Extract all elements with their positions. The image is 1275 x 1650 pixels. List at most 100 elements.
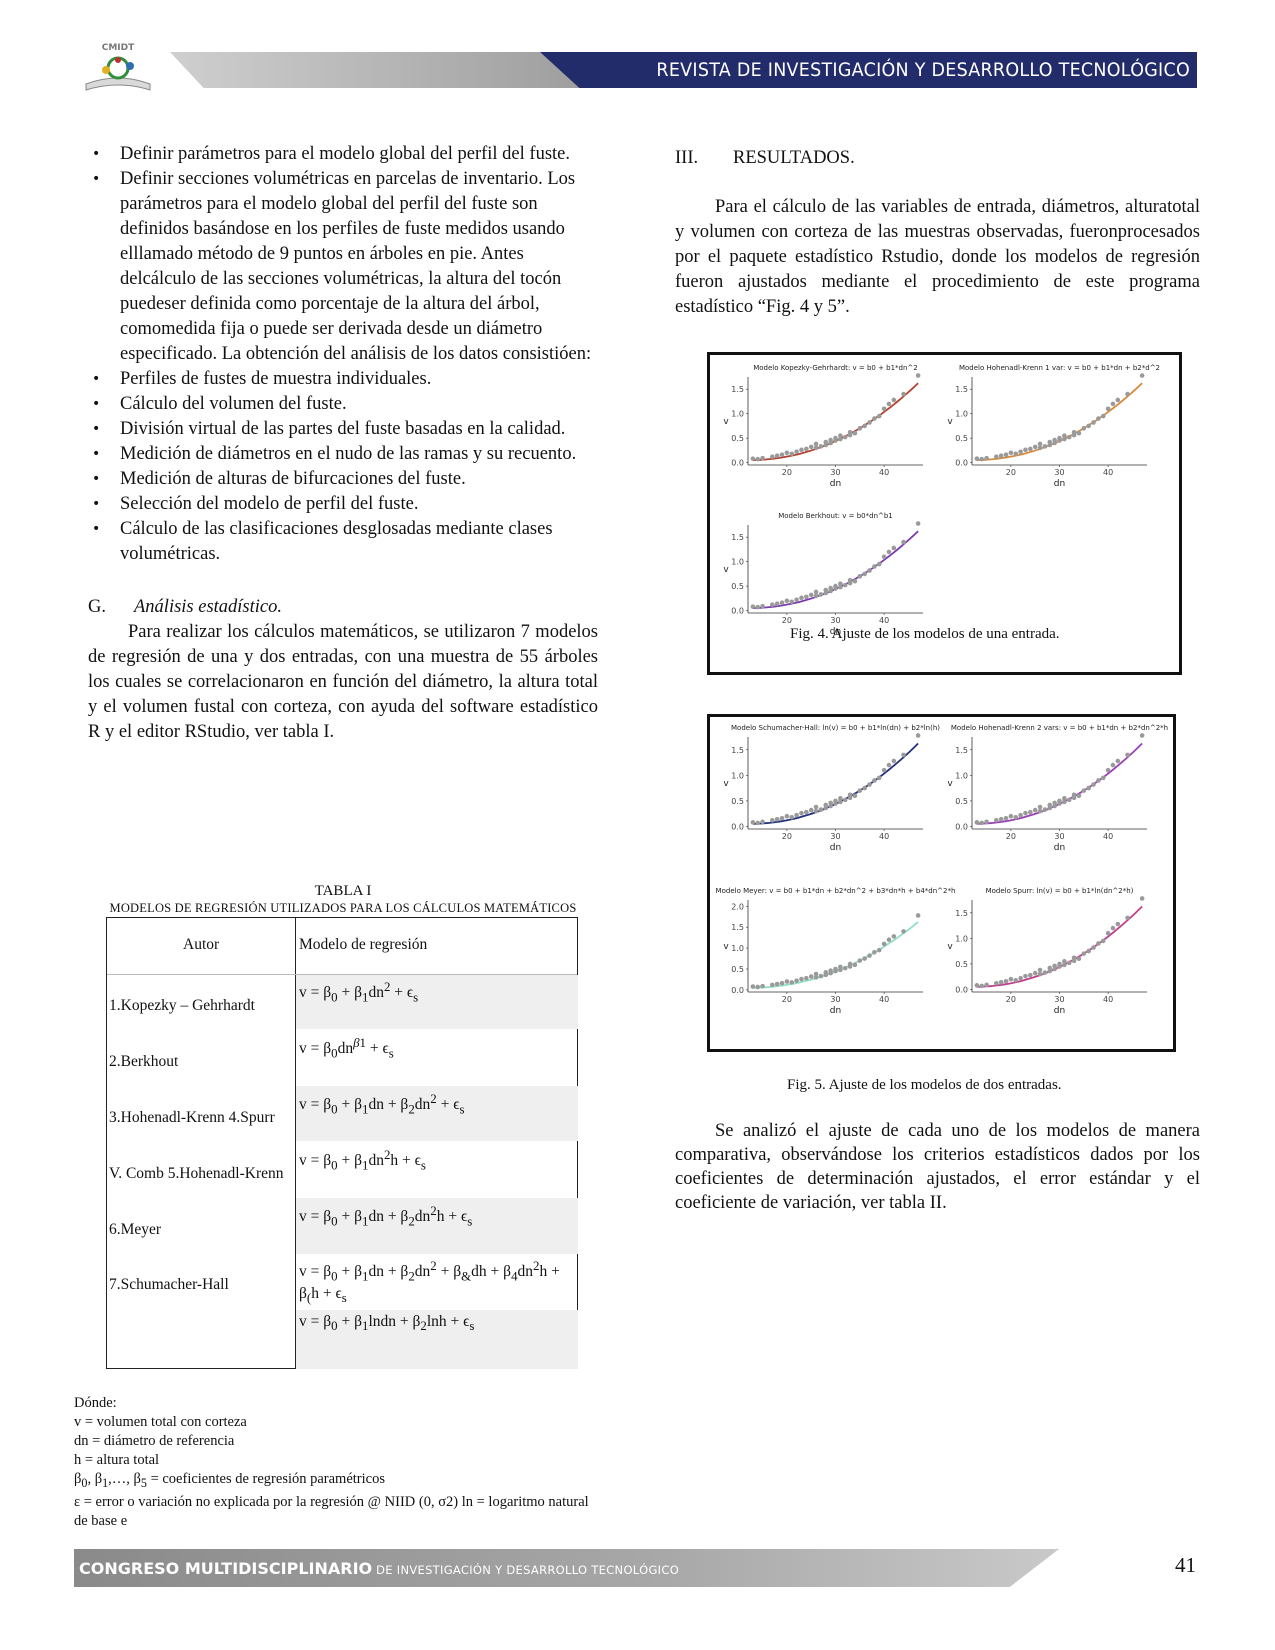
x-tick-label: 30 [1054,468,1064,477]
data-point [867,782,872,787]
data-point [862,423,867,429]
page-number: 41 [1175,1553,1196,1577]
data-point [784,813,790,819]
data-point [886,762,892,768]
data-point [1047,439,1053,445]
data-point [847,961,853,967]
x-axis-label: dn [830,627,841,637]
data-point [838,796,843,801]
data-point [1076,956,1082,962]
bullet-item: Cálculo del volumen del fuste. [92,392,598,417]
data-point [799,976,804,982]
data-point [770,602,775,607]
data-point [1091,420,1096,425]
data-point [779,815,785,821]
journal-title: REVISTA DE INVESTIGACIÓN Y DESARROLLO TE… [656,59,1190,81]
y-tick-label: 1.0 [731,558,744,567]
model-equation-4: v = β0 + β1dn2h + ϵs [299,1147,426,1173]
x-axis-label: dn [830,843,841,853]
x-axis-label: dn [1054,479,1065,489]
data-point [1081,788,1087,793]
data-point [886,937,892,943]
data-point [760,603,765,609]
data-point [891,934,897,939]
bullet-item: Medición de alturas de bifurcaciones del… [92,467,598,492]
header-blue-band [540,52,1197,88]
data-point [813,975,819,980]
data-point [915,733,921,738]
bullet-item: Cálculo de las clasificaciones desglosad… [92,517,598,567]
model-equation-2: v = β0dnβ1 + ϵs [299,1035,394,1061]
model-equation-1: v = β0 + β1dn2 + ϵs [299,979,419,1005]
notes-line: h = altura total [74,1452,160,1468]
data-point [886,401,892,407]
data-point [833,966,838,972]
data-point [770,982,775,988]
data-point [1062,796,1067,801]
x-tick-label: 40 [879,616,889,625]
data-point [808,807,814,813]
data-point [794,449,799,455]
data-point [1057,798,1062,804]
data-point [847,792,853,798]
data-point [808,444,814,450]
data-point [1062,433,1067,438]
data-point [755,820,761,826]
data-point [1037,971,1043,977]
data-point [794,597,799,603]
y-tick-label: 0.5 [731,582,744,591]
data-point [847,429,853,435]
footer-rest: DE INVESTIGACIÓN Y DESARROLLO TECNOLÓGIC… [372,1563,680,1577]
data-point [857,788,863,793]
cmidt-logo: CMIDT [85,43,151,91]
data-point [867,953,872,958]
data-point [872,564,877,569]
data-point [750,984,756,989]
data-point [1100,775,1106,781]
section-title-results: RESULTADOS. [733,148,855,168]
bullet-list-objectives: Definir parámetros para el modelo global… [88,142,598,367]
x-axis-label: dn [1054,1006,1065,1016]
data-point [1115,921,1121,927]
y-tick-label: 0.0 [955,459,968,468]
chart-panel: Modelo Hohenadl-Krenn 1 var: v = b0 + b1… [947,364,1160,489]
data-point [784,450,790,456]
data-point [784,979,790,984]
data-point [1071,429,1077,435]
data-point [813,971,819,977]
data-point [838,436,843,442]
data-point [770,818,775,823]
data-point [1018,449,1023,455]
data-point [1062,799,1067,805]
data-point [852,578,858,584]
data-point [974,456,980,461]
notes-title: Dónde: [74,1395,117,1411]
data-point [1100,938,1106,944]
data-point [1062,959,1067,964]
data-point [1052,800,1057,806]
notes-line: dn = diámetro de referencia [74,1433,235,1449]
chart-panel: Modelo Hohenadl-Krenn 2 vars: v = b0 + b… [947,724,1168,853]
bullet-item: Medición de diámetros en el nudo de las … [92,442,598,467]
data-point [1023,810,1028,816]
data-point [818,973,824,979]
data-point [862,956,867,961]
x-axis-label: dn [830,1006,841,1016]
x-tick-label: 20 [782,995,792,1004]
data-point [784,598,790,604]
left-column: Definir parámetros para el modelo global… [88,142,598,745]
data-point [1105,930,1111,936]
data-point [779,980,785,986]
data-point [901,391,906,397]
data-point [1037,441,1043,447]
data-point [789,599,795,605]
data-point [823,439,829,445]
data-point [881,554,887,560]
y-tick-label: 1.5 [731,533,744,542]
x-tick-label: 40 [879,995,889,1004]
y-tick-label: 1.0 [731,771,744,780]
data-point [750,456,756,461]
data-point [1096,416,1101,421]
bullet-item: División virtual de las partes del fuste… [92,417,598,442]
data-point [770,454,775,459]
